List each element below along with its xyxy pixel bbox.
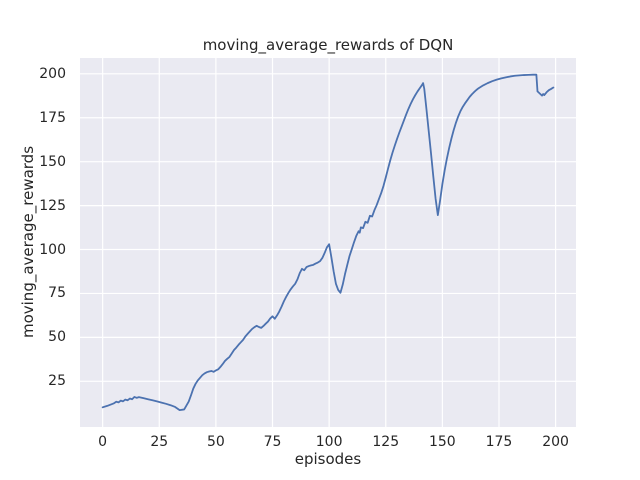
y-tick-label: 25 (48, 373, 66, 390)
y-tick-label: 175 (39, 109, 66, 126)
x-axis-label: episodes (294, 450, 362, 468)
x-tick-label: 0 (98, 434, 108, 450)
x-tick-label: 100 (315, 434, 343, 450)
x-tick-label: 50 (206, 434, 225, 450)
x-tick-label: 75 (263, 434, 282, 450)
y-tick-label: 100 (39, 241, 66, 258)
x-tick-label: 125 (372, 434, 400, 450)
x-tick-label: 150 (428, 434, 456, 450)
plot-area (80, 58, 576, 427)
x-tick-label: 200 (542, 434, 569, 450)
axes-background (80, 58, 576, 427)
x-tick-label: 175 (485, 434, 513, 450)
series-line-moving_average_rewards (101, 73, 555, 412)
y-tick-label: 150 (39, 153, 66, 170)
line-chart (80, 58, 576, 427)
y-tick-label: 125 (39, 197, 66, 214)
y-tick-label: 50 (48, 329, 66, 346)
x-tick-label: 25 (150, 434, 169, 450)
y-tick-label: 75 (48, 285, 66, 302)
chart-title: moving_average_rewards of DQN (202, 36, 454, 54)
y-tick-label: 200 (39, 65, 66, 82)
